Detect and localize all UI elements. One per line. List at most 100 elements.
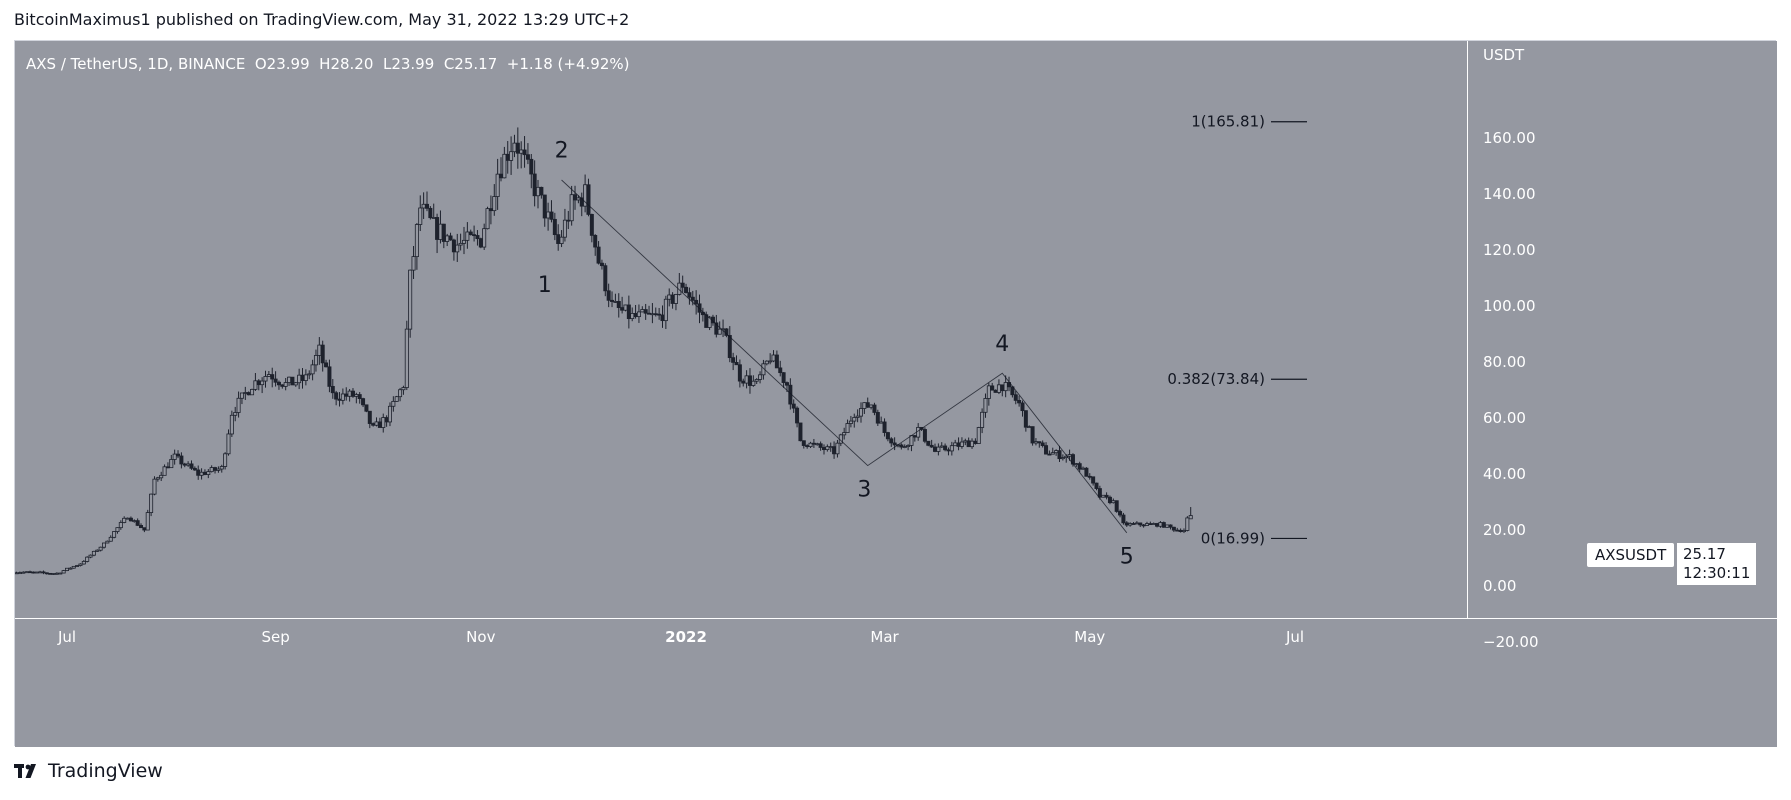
candle[interactable] bbox=[71, 565, 76, 569]
candle[interactable] bbox=[872, 402, 877, 416]
candle[interactable] bbox=[902, 444, 907, 449]
candle[interactable] bbox=[1030, 426, 1035, 446]
candle[interactable] bbox=[270, 367, 275, 388]
wave-label-1[interactable]: 1 bbox=[538, 273, 552, 298]
candle[interactable] bbox=[781, 372, 786, 388]
candle[interactable] bbox=[324, 359, 329, 368]
candle[interactable] bbox=[589, 213, 594, 243]
candle[interactable] bbox=[959, 437, 964, 449]
chart-frame[interactable]: 1 2 3 4 5 1(165.81) 0.382(73.84) 0(16.99) 160.… bbox=[14, 40, 1777, 747]
candle[interactable] bbox=[1121, 512, 1126, 525]
candle[interactable] bbox=[327, 359, 332, 393]
symbol-legend[interactable]: AXS / TetherUS, 1D, BINANCE O23.99 H28.2… bbox=[26, 55, 629, 73]
candle[interactable] bbox=[603, 263, 608, 297]
candle[interactable] bbox=[616, 293, 621, 318]
candle[interactable] bbox=[1050, 447, 1055, 455]
candle[interactable] bbox=[482, 223, 487, 250]
candle[interactable] bbox=[593, 234, 598, 256]
candle[interactable] bbox=[41, 570, 46, 575]
candle[interactable] bbox=[573, 185, 578, 210]
candle[interactable] bbox=[922, 427, 927, 444]
symbol-price-tag[interactable]: AXSUSDT bbox=[1587, 543, 1675, 567]
candle[interactable] bbox=[542, 194, 547, 227]
candle[interactable] bbox=[774, 350, 779, 369]
candle[interactable] bbox=[155, 476, 160, 482]
candle[interactable] bbox=[219, 464, 224, 473]
candle[interactable] bbox=[694, 290, 699, 315]
candle[interactable] bbox=[1044, 442, 1049, 455]
candle[interactable] bbox=[731, 352, 736, 371]
candle[interactable] bbox=[623, 304, 628, 312]
candle[interactable] bbox=[795, 406, 800, 428]
candle[interactable] bbox=[801, 440, 806, 449]
candle[interactable] bbox=[414, 223, 419, 270]
candle[interactable] bbox=[842, 427, 847, 440]
candle[interactable] bbox=[411, 245, 416, 279]
candle[interactable] bbox=[350, 388, 355, 398]
candle[interactable] bbox=[1037, 441, 1042, 448]
elliott-wave-path[interactable] bbox=[561, 179, 1128, 534]
candle[interactable] bbox=[81, 560, 86, 565]
candle[interactable] bbox=[926, 440, 931, 447]
price-scale-background[interactable] bbox=[1467, 41, 1777, 618]
candle[interactable] bbox=[980, 408, 985, 434]
candle[interactable] bbox=[663, 295, 668, 330]
candle[interactable] bbox=[636, 304, 641, 323]
candle[interactable] bbox=[441, 223, 446, 249]
candle[interactable] bbox=[599, 259, 604, 270]
candle[interactable] bbox=[276, 380, 281, 390]
candle[interactable] bbox=[1101, 494, 1106, 498]
candle[interactable] bbox=[448, 232, 453, 241]
candle[interactable] bbox=[727, 326, 732, 363]
candle[interactable] bbox=[714, 314, 719, 338]
candle[interactable] bbox=[24, 571, 29, 574]
candle[interactable] bbox=[367, 410, 372, 429]
candle[interactable] bbox=[465, 222, 470, 249]
candle[interactable] bbox=[263, 370, 268, 388]
candle[interactable] bbox=[233, 406, 238, 422]
candle[interactable] bbox=[882, 418, 887, 437]
candle[interactable] bbox=[885, 431, 890, 442]
candle[interactable] bbox=[798, 422, 803, 442]
candle[interactable] bbox=[145, 509, 150, 531]
fib-level[interactable]: 0(16.99) bbox=[1201, 529, 1307, 547]
candle[interactable] bbox=[303, 369, 308, 386]
candle[interactable] bbox=[1084, 467, 1089, 477]
candle[interactable] bbox=[283, 377, 288, 391]
author-name[interactable]: BitcoinMaximus1 bbox=[14, 10, 151, 29]
candle[interactable] bbox=[778, 360, 783, 377]
candle[interactable] bbox=[626, 295, 631, 329]
candle[interactable] bbox=[1020, 400, 1025, 417]
candle[interactable] bbox=[562, 208, 567, 242]
candle[interactable] bbox=[115, 527, 120, 534]
candle[interactable] bbox=[31, 571, 36, 574]
candle[interactable] bbox=[529, 153, 534, 189]
candle[interactable] bbox=[159, 471, 164, 482]
candle[interactable] bbox=[858, 402, 863, 423]
candle[interactable] bbox=[179, 452, 184, 469]
candle[interactable] bbox=[875, 409, 880, 427]
candle[interactable] bbox=[102, 542, 107, 549]
candle[interactable] bbox=[461, 226, 466, 255]
candle[interactable] bbox=[91, 550, 96, 557]
candle[interactable] bbox=[906, 444, 911, 451]
candle[interactable] bbox=[176, 450, 181, 459]
candle[interactable] bbox=[387, 402, 392, 427]
candle[interactable] bbox=[320, 340, 325, 372]
time-scale-background[interactable] bbox=[15, 618, 1777, 747]
plot-background[interactable] bbox=[15, 41, 1467, 618]
candle[interactable] bbox=[485, 206, 490, 230]
candle[interactable] bbox=[1094, 482, 1099, 491]
candle[interactable] bbox=[229, 410, 234, 437]
candle[interactable] bbox=[643, 303, 648, 320]
candle[interactable] bbox=[835, 439, 840, 458]
candle[interactable] bbox=[428, 206, 433, 220]
candle[interactable] bbox=[293, 381, 298, 387]
candle[interactable] bbox=[889, 437, 894, 447]
candle[interactable] bbox=[118, 520, 123, 530]
candle[interactable] bbox=[88, 554, 93, 559]
candle[interactable] bbox=[852, 413, 857, 428]
candle[interactable] bbox=[364, 404, 369, 413]
candle[interactable] bbox=[845, 419, 850, 433]
candle[interactable] bbox=[848, 415, 853, 428]
